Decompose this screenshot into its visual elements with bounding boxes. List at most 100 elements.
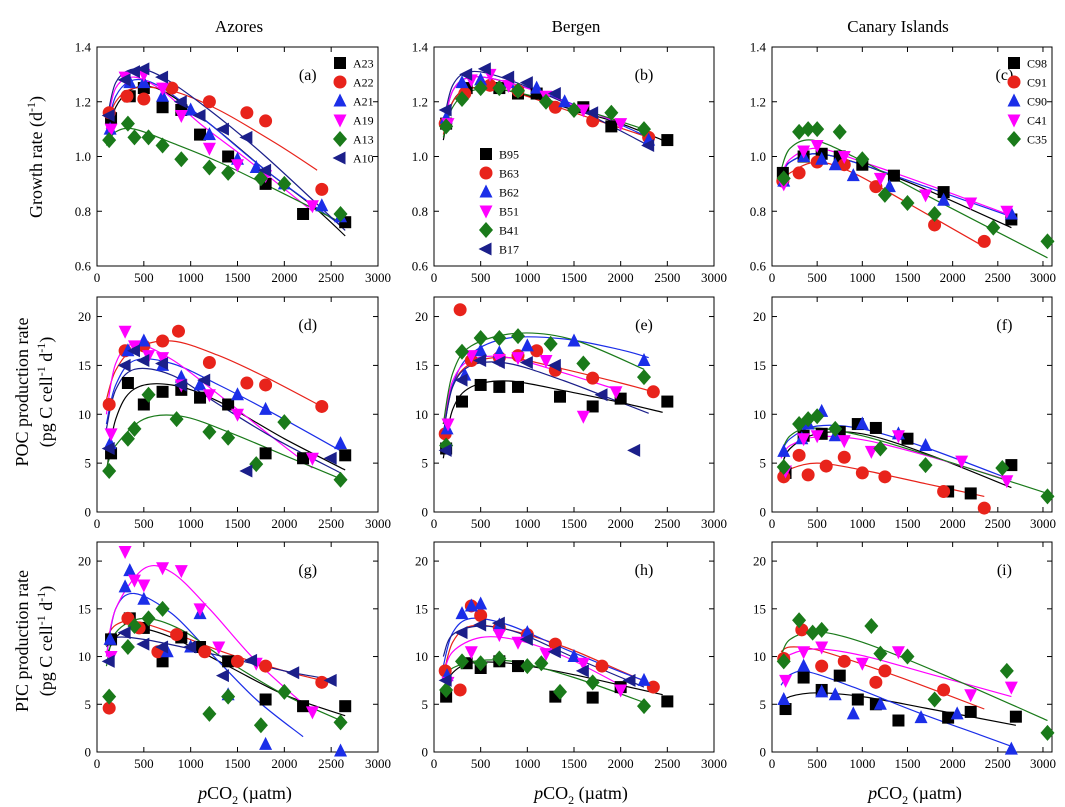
panel-g: 0 500 1000 1500 2000 2500 3000 0 5 10 15 20 (g) bbox=[78, 541, 391, 771]
data-point-A22 bbox=[315, 675, 329, 689]
x-tick-label: 3000 bbox=[365, 516, 391, 531]
x-tick-label: 3000 bbox=[701, 756, 727, 771]
data-point-C35 bbox=[927, 691, 942, 708]
legend: A23 A22 A21 A19 A13 A10 bbox=[332, 57, 374, 166]
data-point-B17 bbox=[459, 67, 473, 81]
row-label-poc-line2: (pg C cell-1 d-1) bbox=[34, 337, 57, 447]
data-point-C91 bbox=[837, 450, 851, 464]
x-tick-label: 0 bbox=[431, 270, 438, 285]
data-point-C91 bbox=[792, 166, 806, 180]
data-point-A10 bbox=[239, 464, 253, 478]
data-point-C41 bbox=[810, 140, 824, 154]
x-tick-label: 0 bbox=[431, 516, 438, 531]
data-point-A10 bbox=[126, 65, 140, 79]
y-tick-label: 10 bbox=[78, 649, 91, 664]
data-point-A22 bbox=[120, 89, 134, 103]
y-tick-label: 1.4 bbox=[750, 40, 767, 55]
y-tick-label: 5 bbox=[422, 697, 429, 712]
legend-label: B63 bbox=[499, 167, 519, 181]
data-point-A23 bbox=[259, 447, 272, 460]
y-tick-label: 10 bbox=[415, 407, 428, 422]
data-point-A13 bbox=[333, 471, 348, 488]
data-point-A21 bbox=[259, 401, 273, 415]
data-point-B63 bbox=[530, 344, 544, 358]
data-points bbox=[776, 612, 1055, 755]
y-tick-label: 5 bbox=[85, 697, 92, 712]
data-point-B41 bbox=[604, 104, 619, 121]
data-point-B41 bbox=[637, 698, 651, 715]
y-tick-label: 20 bbox=[78, 309, 91, 324]
data-point-A10 bbox=[244, 653, 258, 667]
data-point-C35 bbox=[792, 612, 807, 629]
panel-label: (i) bbox=[997, 562, 1012, 579]
fit-lines bbox=[442, 617, 663, 703]
x-tick-label: 2500 bbox=[654, 270, 680, 285]
data-point-B62 bbox=[567, 649, 581, 663]
data-point-A10 bbox=[173, 95, 187, 109]
data-point-A10 bbox=[126, 344, 140, 358]
data-point-A23 bbox=[156, 385, 169, 398]
fit-line-red bbox=[105, 340, 323, 408]
data-point-A19 bbox=[174, 565, 188, 579]
data-point-A21 bbox=[121, 343, 135, 357]
y-tick-label: 0.8 bbox=[412, 204, 428, 219]
data-point-C98 bbox=[892, 714, 905, 727]
data-point-A21 bbox=[174, 369, 188, 383]
panel-a: 0 500 1000 1500 2000 2500 3000 0.6 0.8 1.0 1.2 1.4 (… bbox=[75, 40, 391, 286]
data-point-A22 bbox=[165, 81, 179, 95]
data-point-A10 bbox=[286, 666, 300, 680]
data-point-C98 bbox=[887, 169, 900, 182]
fit-lines bbox=[105, 340, 346, 482]
data-point-C41 bbox=[837, 435, 851, 449]
x-tick-label: 3000 bbox=[701, 516, 727, 531]
data-point-A23 bbox=[222, 655, 235, 668]
data-point-C90 bbox=[1004, 206, 1018, 220]
y-tick-label: 1.2 bbox=[75, 94, 91, 109]
row-labels: Growth rate (d-1) POC production rate (p… bbox=[12, 96, 57, 712]
x-tick-label: 1500 bbox=[225, 756, 251, 771]
data-point-A23 bbox=[339, 700, 352, 713]
data-point-B51 bbox=[539, 355, 553, 369]
fit-line-black bbox=[780, 431, 1012, 489]
fit-line-blue bbox=[442, 336, 649, 434]
fit-line-green bbox=[780, 427, 1048, 494]
data-point-C90 bbox=[828, 157, 842, 171]
legend-marker-C98 bbox=[1008, 57, 1020, 69]
x-tick-label: 0 bbox=[94, 516, 101, 531]
row-label-growth-rate: Growth rate (d-1) bbox=[24, 96, 47, 218]
data-point-C35 bbox=[832, 123, 847, 140]
data-point-C91 bbox=[792, 448, 806, 462]
data-point-A10 bbox=[215, 669, 229, 683]
data-point-A19 bbox=[156, 352, 170, 366]
data-point-A19 bbox=[231, 408, 244, 422]
fit-line-green bbox=[442, 332, 645, 425]
panel-d: 0 500 1000 1500 2000 2500 3000 0 5 10 15 20 (d) bbox=[78, 296, 391, 531]
y-tick-label: 5 bbox=[760, 697, 767, 712]
data-point-A10 bbox=[117, 73, 131, 87]
fit-line-magenta bbox=[442, 355, 621, 425]
data-point-B62 bbox=[637, 672, 651, 686]
x-tick-label: 3000 bbox=[365, 756, 391, 771]
y-tick-label: 1.0 bbox=[75, 149, 91, 164]
plot-frame bbox=[771, 541, 1053, 753]
x-tick-label: 1000 bbox=[514, 270, 540, 285]
data-point-C41 bbox=[810, 430, 824, 444]
series-A21 bbox=[103, 333, 348, 450]
x-tick-label: 500 bbox=[807, 516, 827, 531]
data-point-B63 bbox=[453, 303, 467, 317]
legend-label: C98 bbox=[1027, 57, 1047, 71]
y-tick-label: 0 bbox=[760, 745, 767, 760]
data-point-A23 bbox=[121, 377, 134, 389]
column-titles: Azores Bergen Canary Islands bbox=[215, 17, 949, 36]
panel-b: 0 500 1000 1500 2000 2500 3000 0.6 0.8 1.0 1.2 1.4 (… bbox=[412, 40, 727, 286]
legend-marker-B63 bbox=[479, 166, 493, 180]
data-point-A22 bbox=[259, 114, 273, 128]
x-tick-label: 1000 bbox=[178, 516, 204, 531]
legend-label: B62 bbox=[499, 186, 519, 200]
data-point-A22 bbox=[171, 324, 185, 338]
data-point-B17 bbox=[575, 664, 589, 678]
data-point-B17 bbox=[454, 373, 468, 387]
x-tick-label: 2000 bbox=[271, 270, 297, 285]
series-C35 bbox=[776, 408, 1055, 505]
data-point-B95 bbox=[456, 395, 468, 408]
